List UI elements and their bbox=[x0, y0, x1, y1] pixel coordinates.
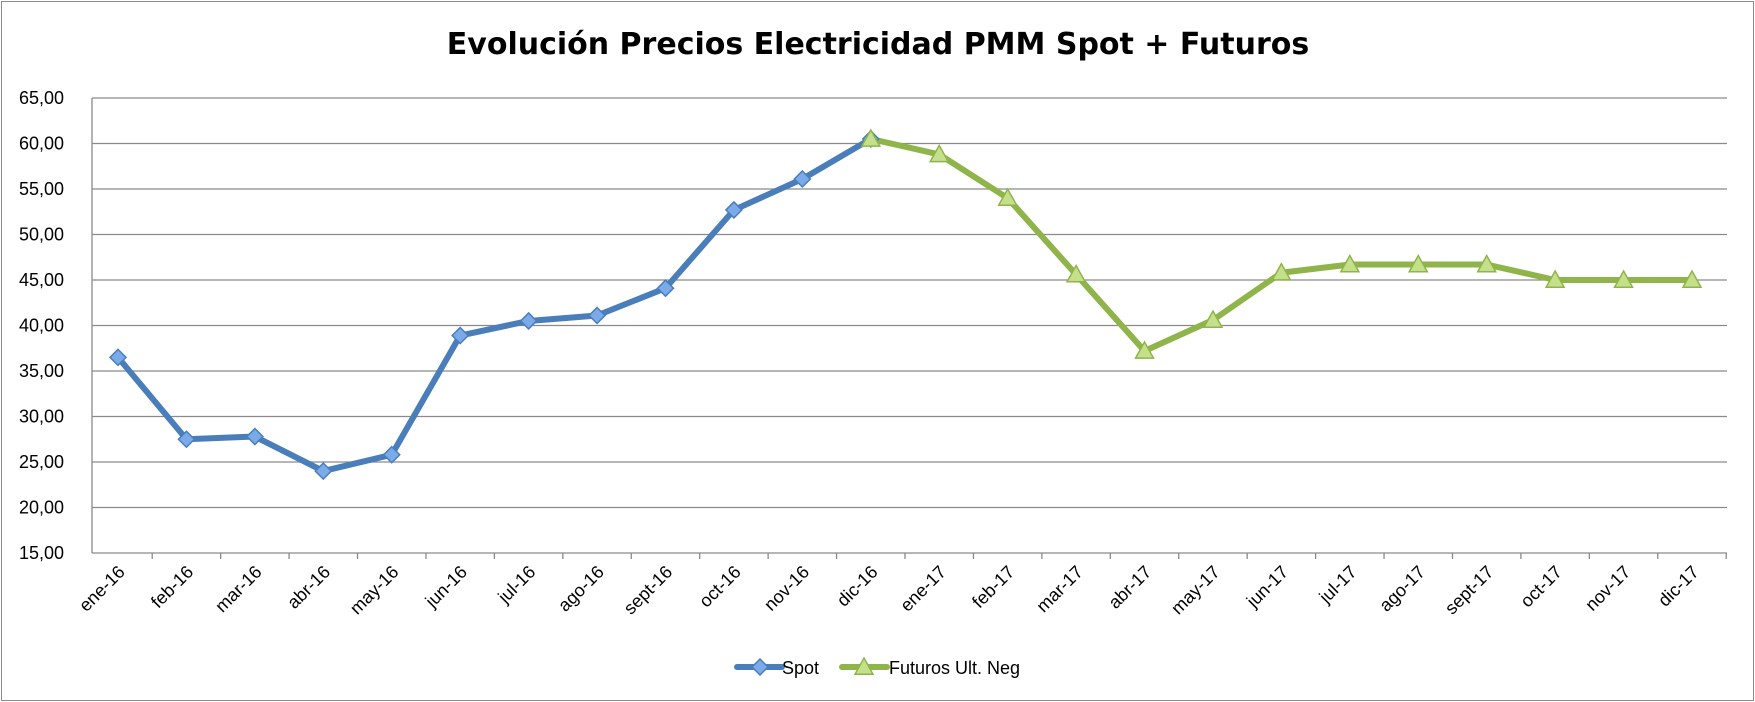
x-tick-label: oct-16 bbox=[695, 562, 745, 612]
y-tick-label: 20,00 bbox=[19, 498, 64, 518]
x-axis: ene-16 feb-16 mar-16 abr-16 may-16 jun-16 jul-… bbox=[75, 553, 1727, 619]
x-tick-label: oct-17 bbox=[1516, 562, 1566, 612]
futuros-point-marker bbox=[1407, 253, 1429, 273]
futuros-point-marker bbox=[1681, 269, 1703, 288]
futuros-point-marker bbox=[997, 187, 1018, 207]
y-tick-label: 50,00 bbox=[19, 225, 64, 245]
futuros-point-marker bbox=[1339, 253, 1361, 273]
y-tick-label: 65,00 bbox=[19, 88, 64, 108]
futuros-point-marker bbox=[1065, 263, 1087, 283]
x-tick-label: sept-16 bbox=[620, 562, 677, 619]
x-tick-label: ago-17 bbox=[1375, 562, 1429, 616]
spot-point-marker bbox=[793, 169, 812, 189]
gridlines bbox=[92, 97, 1727, 554]
x-tick-label: abr-17 bbox=[1104, 562, 1155, 613]
futuros-point-marker bbox=[1271, 262, 1292, 281]
y-tick-label: 55,00 bbox=[19, 179, 64, 199]
spot-series-line bbox=[115, 135, 874, 475]
legend-futuros-marker bbox=[853, 656, 875, 675]
y-tick-label: 15,00 bbox=[19, 543, 64, 563]
futuros-point-marker bbox=[1202, 309, 1224, 328]
spot-point-marker bbox=[451, 326, 470, 345]
x-tick-label: nov-16 bbox=[760, 562, 813, 615]
futuros-series-line bbox=[867, 135, 1695, 354]
futuros-point-marker bbox=[1544, 269, 1566, 288]
legend-futuros-label: Futuros Ult. Neg bbox=[889, 658, 1020, 678]
chart-title: Evolución Precios Electricidad PMM Spot … bbox=[447, 27, 1309, 62]
spot-point-marker bbox=[245, 427, 264, 446]
spot-point-marker bbox=[382, 445, 401, 464]
legend-spot-marker bbox=[750, 657, 770, 677]
x-tick-label: jul-16 bbox=[493, 562, 539, 608]
y-tick-label: 60,00 bbox=[19, 134, 64, 154]
x-tick-label: ene-16 bbox=[75, 562, 129, 616]
y-tick-label: 45,00 bbox=[19, 270, 64, 290]
x-tick-label: jun-16 bbox=[421, 562, 471, 612]
y-tick-label: 40,00 bbox=[19, 316, 64, 336]
x-tick-label: may-16 bbox=[346, 562, 403, 619]
spot-point-marker bbox=[587, 306, 607, 325]
legend-spot-label: Spot bbox=[782, 658, 819, 678]
x-tick-label: jul-17 bbox=[1315, 562, 1361, 608]
spot-point-marker bbox=[177, 430, 196, 449]
futuros-point-marker bbox=[928, 143, 950, 163]
legend: Spot Futuros Ult. Neg bbox=[734, 656, 1020, 678]
x-tick-label: abr-16 bbox=[283, 562, 334, 613]
x-tick-label: may-17 bbox=[1167, 562, 1224, 619]
spot-point-marker bbox=[108, 348, 128, 367]
futuros-point-marker bbox=[1476, 253, 1497, 273]
x-tick-label: nov-17 bbox=[1581, 562, 1634, 615]
x-tick-label: ago-16 bbox=[554, 562, 608, 616]
x-tick-label: feb-16 bbox=[147, 562, 197, 612]
x-tick-label: sept-17 bbox=[1441, 562, 1498, 619]
y-tick-label: 25,00 bbox=[19, 452, 64, 472]
y-axis: 15,00 20,00 25,00 30,00 35,00 40,00 45,00 50,00… bbox=[19, 88, 93, 563]
x-tick-label: ene-17 bbox=[896, 562, 950, 616]
x-tick-label: dic-17 bbox=[1654, 562, 1703, 611]
spot-point-marker bbox=[656, 279, 675, 298]
spot-point-marker bbox=[314, 462, 333, 481]
futuros-point-marker bbox=[860, 128, 882, 147]
x-tick-label: dic-16 bbox=[833, 562, 882, 611]
x-tick-label: mar-16 bbox=[211, 562, 265, 616]
spot-point-marker bbox=[519, 311, 538, 331]
series-markers bbox=[108, 128, 1703, 481]
y-tick-label: 30,00 bbox=[19, 407, 64, 427]
x-tick-label: jun-17 bbox=[1242, 562, 1292, 612]
x-tick-label: feb-17 bbox=[968, 562, 1018, 612]
x-tick-label: mar-17 bbox=[1032, 562, 1086, 616]
y-tick-label: 35,00 bbox=[19, 361, 64, 381]
spot-point-marker bbox=[724, 200, 743, 219]
futuros-point-marker bbox=[1134, 340, 1155, 359]
futuros-point-marker bbox=[1613, 269, 1634, 288]
